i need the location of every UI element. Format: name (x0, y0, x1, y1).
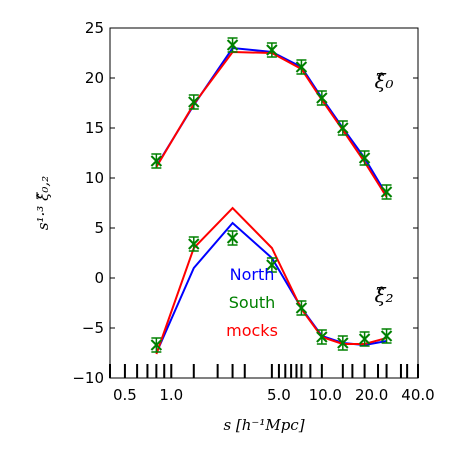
x-marker (380, 186, 393, 198)
series-point-south-monopole (150, 153, 163, 169)
series-line-north-monopole (155, 46, 388, 196)
x-marker (266, 259, 278, 271)
series-point-south-quadrupole (188, 236, 200, 252)
x-marker (266, 44, 278, 56)
x-axis-label: s [h⁻¹Mpc] (223, 416, 304, 434)
x-marker (226, 232, 239, 244)
y-tick-label: −5 (82, 319, 104, 337)
legend-entry-mocks: mocks (226, 321, 278, 340)
series-point-south-monopole (266, 42, 278, 58)
x-tick-label: 20.0 (355, 386, 388, 404)
x-tick-label: 40.0 (401, 386, 434, 404)
x-tick-label: 1.0 (159, 386, 183, 404)
labels: −10 −5 0 5 10 15 20 25 0.5 1.0 5.0 10.0 20.0 40.0 s [h… (34, 19, 435, 434)
x-tick-label: 0.5 (113, 386, 137, 404)
y-tick-label: 15 (85, 119, 104, 137)
y-tick-label: 25 (85, 19, 104, 37)
series-point-south-monopole (358, 150, 371, 166)
series-point-south-quadrupole (295, 300, 308, 316)
series-point-south-quadrupole (358, 331, 371, 347)
plot-frame (109, 27, 419, 379)
series-point-south-monopole (380, 184, 393, 200)
series-point-south-quadrupole (150, 337, 163, 353)
series-point-south-quadrupole (316, 329, 328, 345)
x-marker (358, 152, 371, 164)
x-marker (150, 155, 163, 167)
y-tick-label: 20 (85, 69, 104, 87)
x-marker (316, 92, 328, 104)
x-marker (380, 330, 393, 342)
curve-label-quadrupole: ξ̂₂ (374, 283, 393, 307)
series-point-south-quadrupole (226, 230, 239, 246)
x-marker (188, 238, 200, 250)
series-point-south-quadrupole (337, 335, 349, 351)
y-tick-label: −10 (72, 369, 104, 387)
series-point-south-quadrupole (380, 328, 393, 344)
series-point-south-monopole (295, 59, 308, 75)
x-marker (295, 302, 308, 314)
y-tick-label: 5 (94, 219, 104, 237)
x-marker (226, 39, 239, 51)
x-marker (316, 331, 328, 343)
data-marks (109, 37, 419, 378)
x-marker (295, 61, 308, 73)
legend-entry-south: South (229, 293, 276, 312)
series-line-mocks-monopole (155, 50, 388, 198)
x-marker (337, 122, 349, 134)
y-axis-label: s¹·³ ξ̂₀,₂ (34, 176, 52, 230)
axes (109, 27, 419, 379)
series-point-south-monopole (316, 90, 328, 106)
series-point-south-monopole (337, 120, 349, 136)
x-marker (337, 337, 349, 349)
y-tick-label: 0 (94, 269, 104, 287)
legend-entry-north: North (230, 265, 275, 284)
x-marker (188, 96, 200, 108)
x-marker (358, 333, 371, 345)
x-tick-label: 5.0 (267, 386, 291, 404)
series-point-south-monopole (188, 94, 200, 110)
series-point-south-monopole (226, 37, 239, 53)
x-tick-label: 10.0 (309, 386, 342, 404)
y-tick-label: 10 (85, 169, 104, 187)
series-point-south-quadrupole (266, 257, 278, 273)
x-marker (150, 339, 163, 351)
curve-label-monopole: ξ̂₀ (374, 69, 393, 93)
